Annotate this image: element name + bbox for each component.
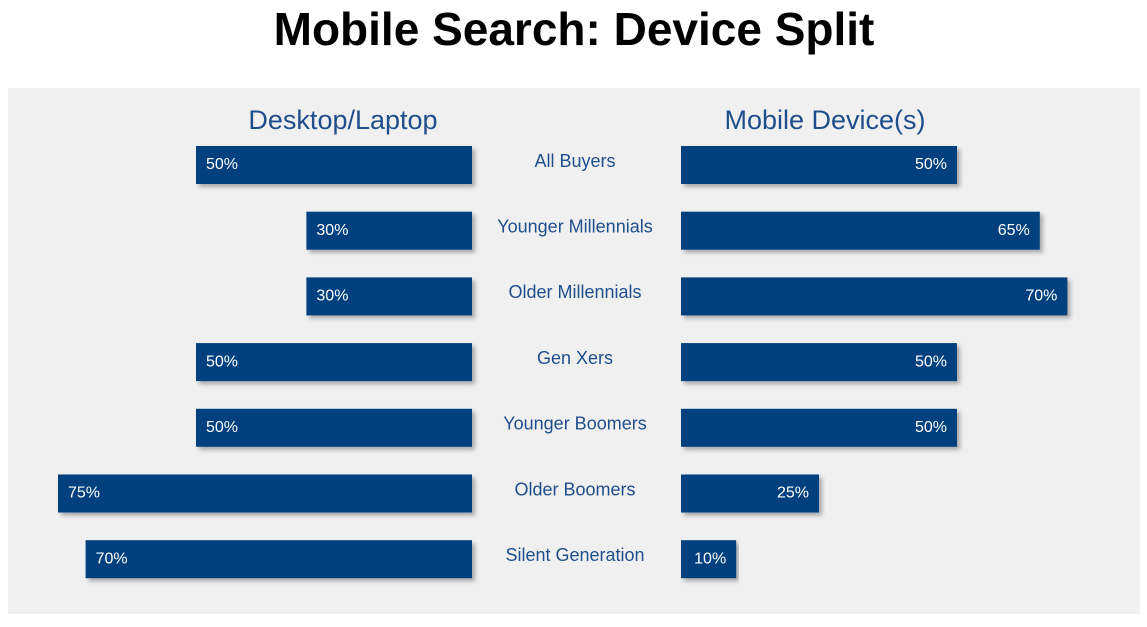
chart-title: Mobile Search: Device Split: [274, 3, 875, 55]
category-label: Silent Generation: [505, 545, 644, 565]
bar: [196, 146, 472, 184]
bar: [681, 277, 1068, 316]
value-label: 70%: [96, 550, 128, 567]
bar: [681, 474, 819, 513]
bar: [681, 540, 737, 579]
bar: [196, 343, 472, 382]
bar: [681, 343, 957, 382]
category-label: Older Millennials: [508, 282, 641, 302]
category-label: All Buyers: [534, 151, 615, 171]
bar: [681, 211, 1040, 250]
value-label: 50%: [915, 419, 947, 436]
category-label: Younger Millennials: [497, 216, 652, 236]
category-label: Younger Boomers: [503, 414, 646, 434]
bar: [306, 277, 472, 316]
value-label: 50%: [206, 156, 238, 173]
value-label: 70%: [1025, 288, 1057, 305]
value-label: 50%: [206, 353, 238, 370]
category-label: Older Boomers: [514, 479, 635, 499]
bar: [85, 540, 472, 579]
bar: [58, 474, 472, 513]
series-heading: Desktop/Laptop: [248, 105, 437, 135]
value-label: 50%: [915, 353, 947, 370]
value-label: 50%: [915, 156, 947, 173]
bar: [196, 408, 472, 447]
value-label: 30%: [316, 222, 348, 239]
bar: [681, 408, 957, 447]
value-label: 50%: [206, 419, 238, 436]
value-label: 10%: [694, 550, 726, 567]
bar: [681, 146, 957, 184]
value-label: 65%: [998, 222, 1030, 239]
bar: [306, 211, 472, 250]
value-label: 25%: [777, 485, 809, 502]
series-heading: Mobile Device(s): [724, 105, 925, 135]
category-label: Gen Xers: [537, 348, 613, 368]
value-label: 75%: [68, 485, 100, 502]
value-label: 30%: [316, 288, 348, 305]
